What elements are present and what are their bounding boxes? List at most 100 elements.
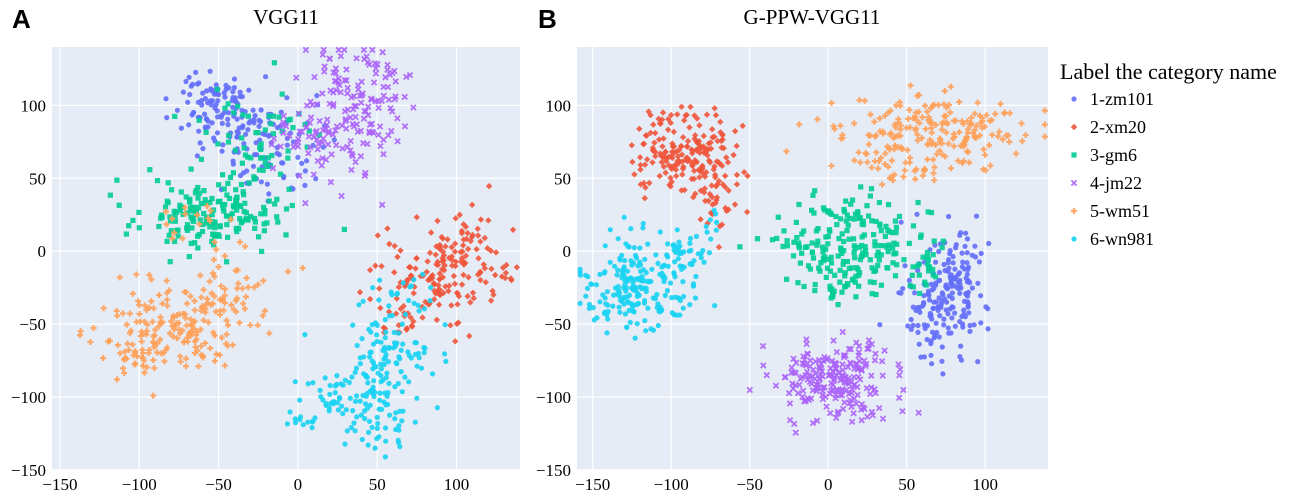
scatter-point (366, 418, 373, 424)
scatter-point (895, 361, 902, 368)
scatter-point (248, 213, 254, 220)
scatter-point (388, 127, 395, 135)
scatter-point (284, 268, 291, 275)
scatter-point (838, 245, 844, 251)
scatter-point (252, 175, 258, 182)
scatter-point (950, 260, 956, 266)
scatter-point (940, 238, 946, 244)
scatter-point (207, 345, 214, 352)
scatter-point (796, 201, 802, 208)
scatter-point (376, 123, 384, 130)
scatter-point (374, 332, 380, 338)
scatter-point (378, 361, 384, 367)
scatter-point (658, 116, 666, 123)
panel-a: A VGG11 −150 −100 −50 0 50 100 −150−100−50050… (11, 4, 521, 494)
scatter-point (361, 172, 369, 179)
scatter-point (718, 144, 725, 151)
x-tick-label: −100 (654, 475, 689, 494)
panel-a-x-ticks: −150 −100 −50 0 50 100 (42, 475, 469, 494)
scatter-point (221, 292, 228, 299)
scatter-point (960, 259, 966, 265)
scatter-point (333, 141, 340, 149)
scatter-point (150, 333, 157, 340)
scatter-point (197, 217, 203, 223)
scatter-point (426, 249, 434, 257)
scatter-point (131, 361, 138, 368)
scatter-point (415, 350, 421, 357)
scatter-point (893, 224, 899, 230)
scatter-point (352, 102, 360, 110)
scatter-point (799, 231, 805, 237)
scatter-point (342, 441, 348, 447)
scatter-point (906, 240, 912, 246)
scatter-point (398, 347, 404, 353)
scatter-point (962, 243, 968, 249)
scatter-point (717, 118, 724, 126)
scatter-point (636, 125, 643, 133)
scatter-point (192, 240, 198, 246)
scatter-point (253, 140, 259, 146)
scatter-point (594, 315, 600, 321)
scatter-point (866, 213, 872, 219)
scatter-point (197, 140, 203, 146)
scatter-point (812, 282, 818, 288)
scatter-point (677, 312, 683, 318)
scatter-point (963, 230, 969, 236)
scatter-point (100, 355, 107, 362)
scatter-point (643, 328, 649, 334)
scatter-point (354, 342, 360, 349)
scatter-point (314, 146, 321, 153)
panel-b: B G-PPW-VGG11 −150 −100 −50 0 50 100 −150−100… (536, 4, 1048, 494)
scatter-point (488, 265, 495, 273)
scatter-point (661, 262, 667, 268)
scatter-point (264, 181, 270, 187)
scatter-point (801, 228, 807, 234)
scatter-point (148, 276, 155, 283)
scatter-point (354, 414, 360, 420)
scatter-point (468, 201, 476, 209)
scatter-point (937, 313, 943, 319)
scatter-point (119, 310, 126, 317)
scatter-point (450, 272, 458, 280)
scatter-point (896, 290, 902, 296)
scatter-point (649, 266, 655, 272)
scatter-point (702, 149, 709, 156)
scatter-point (211, 221, 217, 227)
scatter-point (199, 303, 206, 310)
scatter-point (681, 249, 687, 255)
scatter-point (792, 429, 799, 436)
scatter-point (928, 338, 934, 344)
scatter-point (831, 126, 838, 133)
scatter-point (220, 205, 226, 211)
scatter-point (361, 55, 368, 63)
scatter-point (326, 405, 332, 411)
scatter-point (114, 342, 121, 349)
scatter-point (292, 416, 298, 422)
scatter-point (239, 135, 245, 141)
scatter-point (919, 114, 926, 121)
scatter-point (864, 203, 870, 209)
scatter-point (675, 146, 683, 154)
scatter-point (484, 244, 491, 252)
scatter-point (864, 159, 871, 166)
scatter-point (394, 115, 401, 122)
scatter-point (927, 105, 934, 112)
scatter-point (607, 227, 613, 233)
scatter-point (804, 350, 812, 358)
scatter-point (411, 277, 417, 283)
scatter-point (323, 121, 331, 129)
scatter-point (622, 311, 629, 317)
scatter-point (985, 326, 991, 332)
scatter-point (962, 314, 969, 320)
scatter-point (1013, 150, 1020, 157)
scatter-point (166, 232, 172, 238)
scatter-point (871, 357, 879, 364)
scatter-point (339, 403, 345, 409)
scatter-point (313, 176, 319, 182)
scatter-point (330, 89, 337, 96)
legend-label: 2-xm20 (1090, 117, 1146, 137)
scatter-point (239, 285, 246, 292)
scatter-point (839, 366, 846, 374)
scatter-point (465, 274, 472, 281)
scatter-point (801, 398, 808, 405)
